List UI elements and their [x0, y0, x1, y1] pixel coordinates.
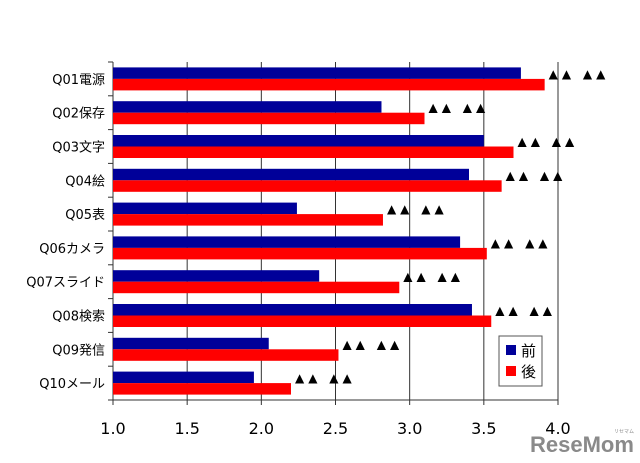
bar-after: [113, 349, 339, 361]
legend: [498, 335, 543, 387]
category-label: Q05表: [65, 208, 105, 223]
bar-before: [113, 101, 382, 113]
bar-before: [113, 304, 472, 316]
significance-marks: ▲▲ ▲▲: [518, 135, 579, 149]
x-tick-label: 4.0: [545, 419, 570, 438]
watermark-logo: ReseMom: [530, 432, 634, 457]
significance-marks: ▲▲ ▲▲: [491, 236, 552, 250]
bar-before: [113, 371, 254, 384]
category-label: Q10メール: [39, 377, 105, 392]
category-label: Q09発信: [52, 343, 105, 358]
category-label: Q03文字: [52, 141, 105, 156]
bar-before: [113, 202, 297, 215]
x-tick-label: 1.5: [174, 419, 199, 438]
significance-marks: ▲▲ ▲▲: [495, 304, 556, 318]
legend-swatch: [506, 345, 516, 355]
bar-after: [113, 180, 502, 192]
significance-marks: ▲▲ ▲▲: [342, 337, 403, 351]
legend-label: 前: [521, 342, 536, 360]
bar-after: [113, 315, 492, 327]
significance-marks: ▲▲ ▲▲: [295, 371, 356, 385]
bar-after: [113, 247, 487, 260]
bar-after: [113, 214, 383, 226]
bar-after: [113, 112, 425, 125]
bar-after: [113, 146, 514, 158]
category-label: Q06カメラ: [39, 242, 105, 257]
significance-marks: ▲▲ ▲▲: [403, 270, 464, 284]
x-tick-label: 2.5: [323, 419, 348, 438]
category-label: Q02保存: [52, 107, 105, 122]
category-label: Q01電源: [52, 73, 105, 88]
bar-after: [113, 383, 291, 395]
significance-marks: ▲▲ ▲▲: [549, 67, 610, 81]
x-tick-label: 2.0: [249, 419, 274, 438]
legend-label: 後: [521, 363, 536, 381]
bar-after: [113, 281, 400, 294]
category-label: Q08検索: [52, 310, 105, 325]
bar-before: [113, 135, 484, 147]
category-label: Q07スライド: [26, 276, 105, 291]
significance-marks: ▲▲ ▲▲: [506, 168, 567, 182]
x-tick-label: 1.0: [100, 419, 125, 438]
category-label: Q04絵: [65, 174, 105, 189]
significance-marks: ▲▲ ▲▲: [387, 202, 448, 216]
x-tick-label: 3.0: [397, 419, 422, 438]
bar-before: [113, 236, 461, 248]
bar-before: [113, 168, 469, 181]
bar-after: [113, 78, 545, 91]
legend-swatch: [506, 366, 516, 376]
x-tick-label: 3.5: [471, 419, 496, 438]
bar-before: [113, 67, 521, 79]
bar-before: [113, 270, 320, 282]
bar-before: [113, 337, 269, 350]
watermark-small: リセマム: [614, 429, 634, 435]
significance-marks: ▲▲ ▲▲: [429, 101, 490, 115]
